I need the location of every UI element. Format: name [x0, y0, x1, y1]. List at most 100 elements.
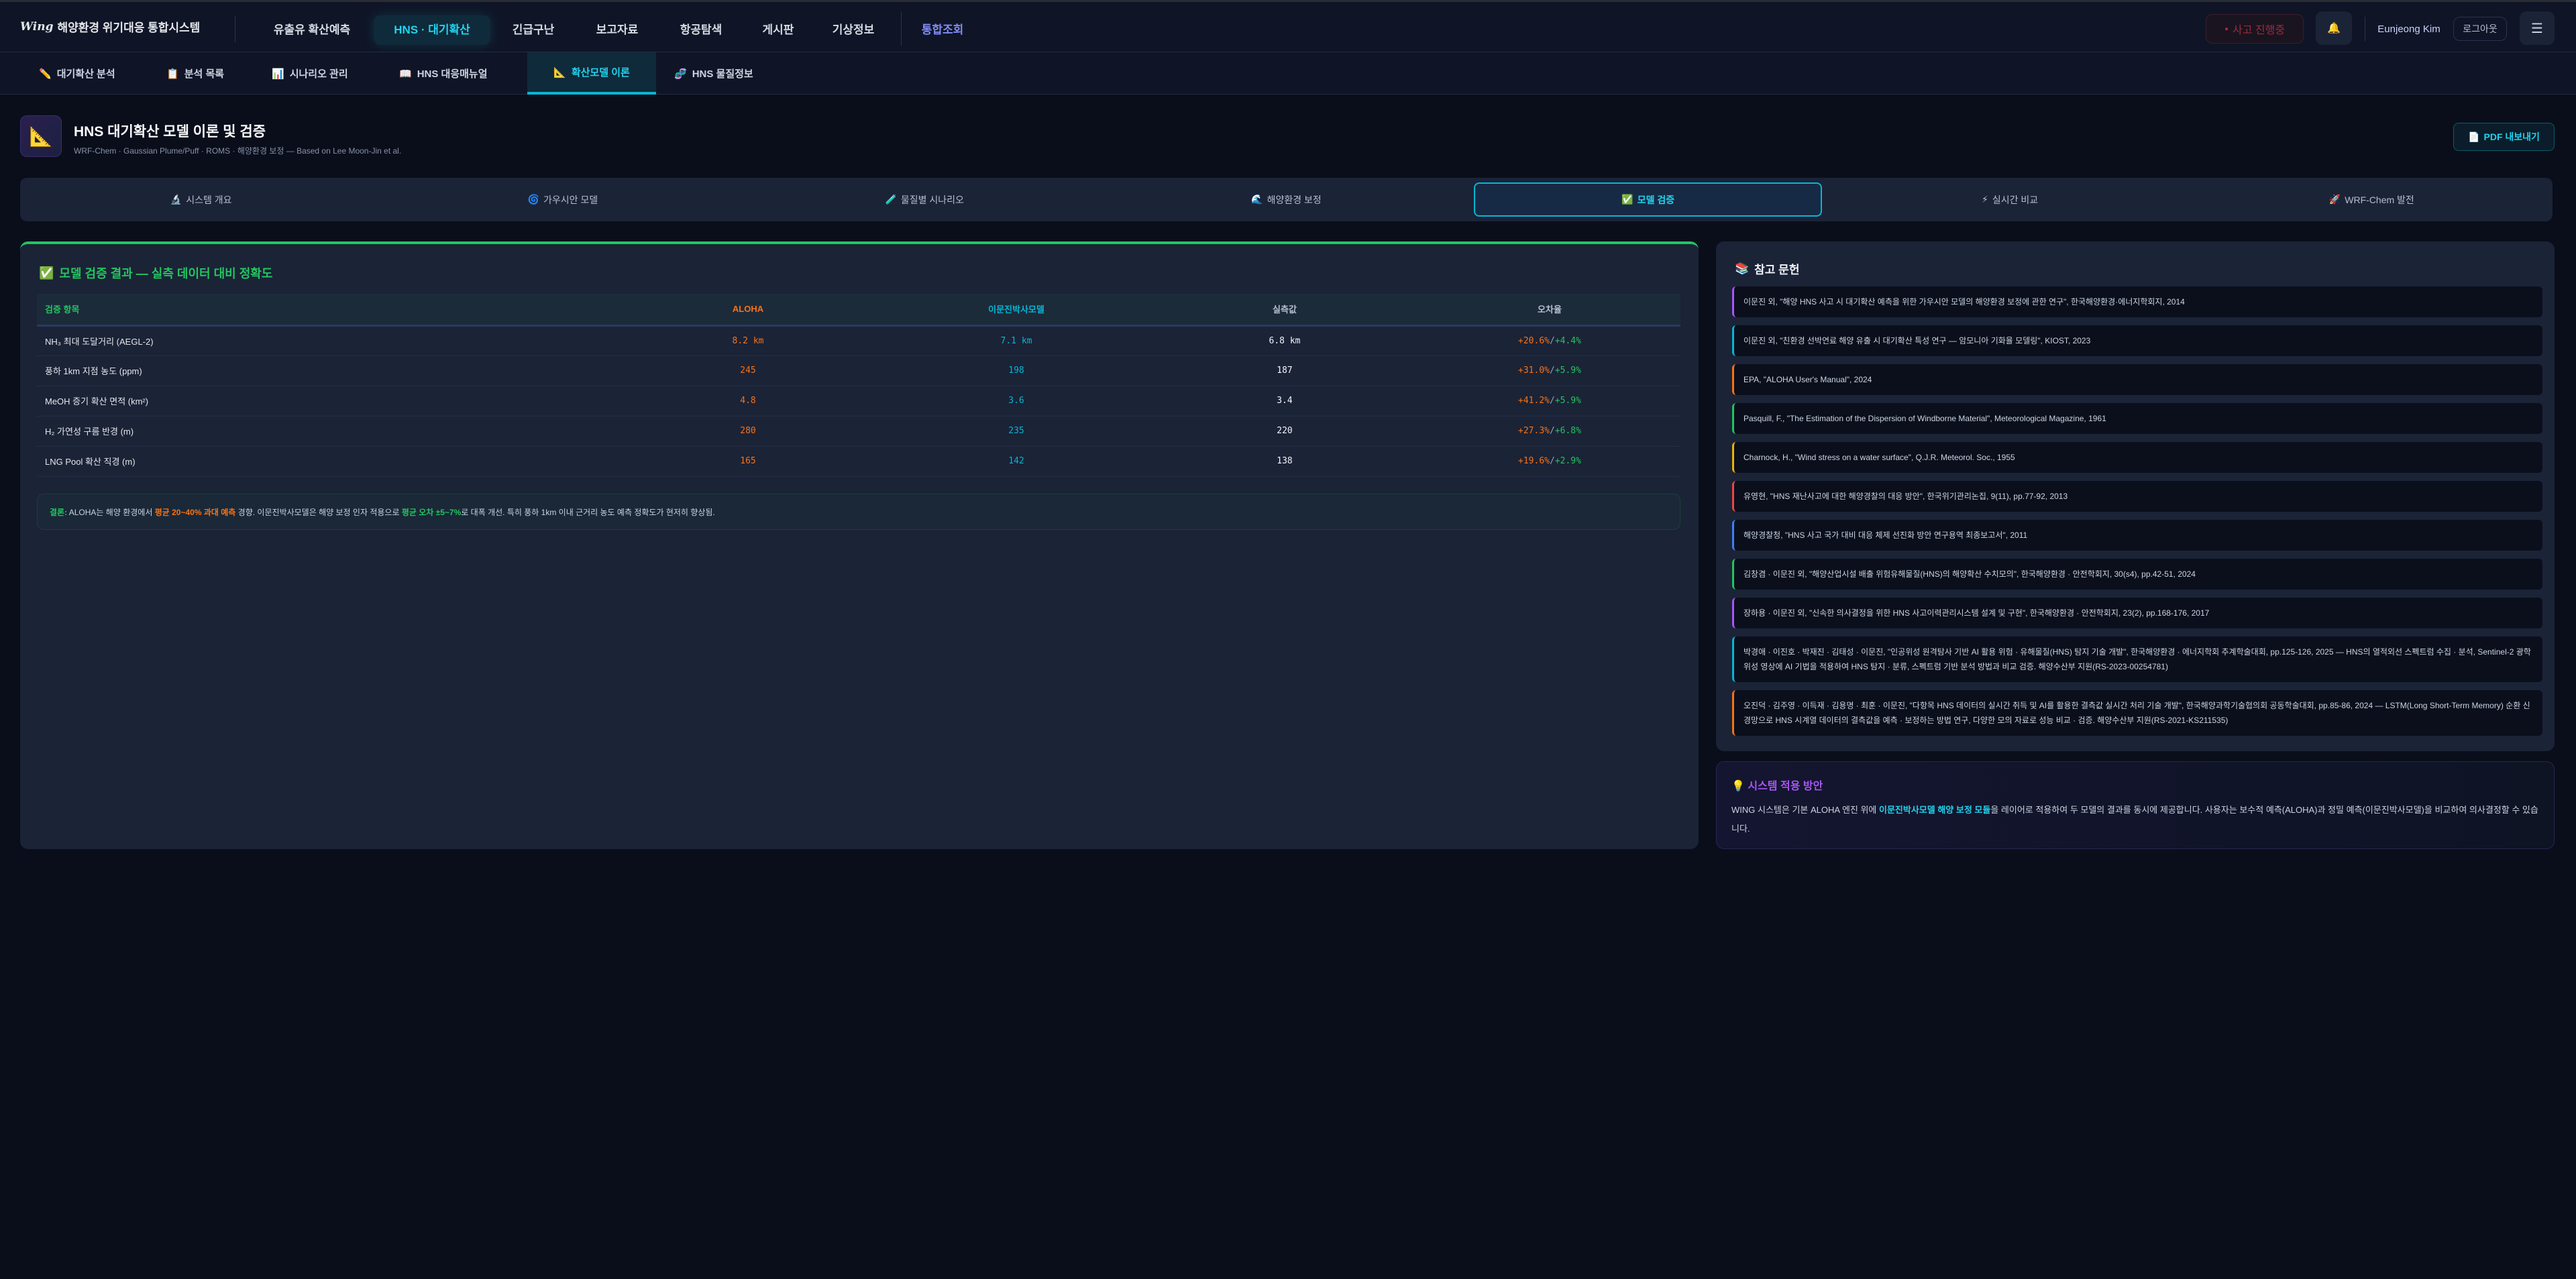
validation-title: ✅ 모델 검증 결과 — 실측 데이터 대비 정확도 — [39, 266, 273, 281]
subnav-atmos-analysis[interactable]: ✏️ 대기확산 분석 — [39, 68, 115, 80]
cell-lee: 142 — [882, 446, 1150, 477]
table-row: LNG Pool 확산 직경 (m) 165 142 138 +19.6%/+2… — [37, 446, 1680, 477]
reference-item: EPA, "ALOHA User's Manual", 2024 — [1732, 364, 2542, 395]
col-lee-model: 이문진박사모델 — [882, 294, 1150, 327]
user-name: Eunjeong Kim — [2377, 23, 2440, 35]
subnav-analysis-list[interactable]: 📋 분석 목록 — [166, 68, 225, 80]
app-logo[interactable]: Wing 해양환경 위기대응 통합시스템 — [20, 18, 200, 35]
subnav-manual[interactable]: 📖 HNS 대응매뉴얼 — [399, 68, 488, 80]
tab-validation[interactable]: ✅ 모델 검증 — [1474, 182, 1823, 217]
reference-item: 이문진 외, "해양 HNS 사고 시 대기확산 예측을 위한 가우시안 모델의… — [1732, 286, 2542, 317]
microscope-icon: 🔬 — [170, 194, 182, 205]
books-icon: 📚 — [1735, 262, 1750, 275]
reference-item: 오진덕 · 김주영 · 이득재 · 김용명 · 최훈 · 이문진, "다항목 H… — [1732, 690, 2542, 736]
cell-item: H₂ 가연성 구름 반경 (m) — [37, 416, 614, 447]
tab-realtime[interactable]: ⚡ 실시간 비교 — [1981, 194, 2039, 205]
cell-measured: 187 — [1150, 355, 1419, 386]
col-error: 오차율 — [1419, 294, 1680, 327]
tab-marine-correction[interactable]: 🌊 해양환경 보정 — [1251, 194, 1322, 205]
triangle-ruler-icon: 📐 — [553, 66, 566, 78]
top-nav: Wing 해양환경 위기대응 통합시스템 유출유 확산예측 HNS · 대기확산 … — [0, 0, 2576, 52]
chart-icon: 📊 — [272, 68, 284, 80]
references-title: 📚 참고 문헌 — [1735, 262, 1800, 277]
table-row: MeOH 증기 확산 면적 (km²) 4.8 3.6 3.4 +41.2%/+… — [37, 386, 1680, 416]
cell-lee: 7.1 km — [882, 325, 1150, 356]
tab-wrf-chem[interactable]: 🚀 WRF-Chem 발전 — [2328, 194, 2414, 205]
cell-item: NH₃ 최대 도달거리 (AEGL-2) — [37, 325, 614, 356]
cyclone-icon: 🌀 — [527, 194, 540, 205]
check-icon: ✅ — [1621, 194, 1633, 205]
system-application-panel: 💡 시스템 적용 방안 WING 시스템은 기본 ALOHA 엔진 위에 이문진… — [1716, 761, 2555, 849]
pdf-export-button[interactable]: 📄 PDF 내보내기 — [2453, 123, 2555, 151]
section-tabs: 🔬 시스템 개요 🌀 가우시안 모델 🧪 물질별 시나리오 🌊 해양환경 보정 ✅ 모델 … — [20, 178, 2553, 221]
wing-logo-mark: Wing — [20, 19, 54, 34]
sub-nav: ✏️ 대기확산 분석 📋 분석 목록 📊 시나리오 관리 📖 HNS 대응매뉴얼 📐 확산… — [0, 52, 2576, 95]
cell-error: +41.2%/+5.9% — [1419, 386, 1680, 416]
cell-item: 풍하 1km 지점 농도 (ppm) — [37, 355, 614, 386]
cell-aloha: 8.2 km — [614, 325, 882, 356]
system-text: WING 시스템은 기본 ALOHA 엔진 위에 이문진박사모델 해양 보정 모… — [1731, 805, 2538, 834]
cell-measured: 6.8 km — [1150, 325, 1419, 356]
clipboard-icon: 📋 — [166, 68, 179, 80]
nav-integrated[interactable]: 통합조회 — [921, 23, 964, 36]
tab-gaussian[interactable]: 🌀 가우시안 모델 — [527, 194, 598, 205]
triangle-ruler-icon: 📐 — [20, 115, 62, 157]
reference-item: Charnock, H., "Wind stress on a water su… — [1732, 442, 2542, 473]
book-icon: 📖 — [399, 68, 412, 80]
nav-hns[interactable]: HNS · 대기확산 — [374, 15, 490, 45]
tab-scenarios[interactable]: 🧪 물질별 시나리오 — [885, 194, 964, 205]
cell-error: +20.6%/+4.4% — [1419, 325, 1680, 356]
table-row: NH₃ 최대 도달거리 (AEGL-2) 8.2 km 7.1 km 6.8 k… — [37, 325, 1680, 356]
nav-board[interactable]: 게시판 — [762, 23, 794, 36]
cell-lee: 198 — [882, 355, 1150, 386]
menu-icon[interactable]: ☰ — [2520, 11, 2555, 45]
lightning-icon: ⚡ — [1981, 194, 1988, 205]
subnav-substance-info[interactable]: 🧬 HNS 물질정보 — [674, 68, 753, 80]
subnav-model-theory[interactable]: 📐 확산모델 이론 — [527, 52, 656, 95]
cell-error: +31.0%/+5.9% — [1419, 355, 1680, 386]
reference-item: 장하용 · 이문진 외, "신속한 의사결정을 위한 HNS 사고이력관리시스템… — [1732, 598, 2542, 628]
incident-status-button[interactable]: ● 사고 진행중 — [2206, 14, 2304, 44]
col-item: 검증 항목 — [37, 294, 614, 327]
validation-table: 검증 항목 ALOHA 이문진박사모델 실측값 오차율 NH₃ 최대 도달거리 … — [37, 294, 1680, 477]
wave-icon: 🌊 — [1251, 194, 1263, 205]
validation-panel: ✅ 모델 검증 결과 — 실측 데이터 대비 정확도 검증 항목 ALOHA 이문… — [20, 241, 1699, 849]
reference-list: 이문진 외, "해양 HNS 사고 시 대기확산 예측을 위한 가우시안 모델의… — [1732, 286, 2542, 744]
conclusion-box: 결론: ALOHA는 해양 환경에서 평균 20~40% 과대 예측 경향. 이… — [37, 494, 1680, 530]
cell-measured: 220 — [1150, 416, 1419, 447]
rocket-icon: 🚀 — [2328, 194, 2341, 205]
notification-bell-icon[interactable]: 🔔 — [2316, 11, 2352, 45]
table-row: 풍하 1km 지점 농도 (ppm) 245 198 187 +31.0%/+5… — [37, 355, 1680, 386]
nav-weather[interactable]: 기상정보 — [832, 23, 875, 36]
cell-error: +27.3%/+6.8% — [1419, 416, 1680, 447]
table-row: H₂ 가연성 구름 반경 (m) 280 235 220 +27.3%/+6.8… — [37, 416, 1680, 447]
reference-item: 해양경찰청, "HNS 사고 국가 대비 대응 체제 선진화 방안 연구용역 최… — [1732, 520, 2542, 551]
reference-item: 박경애 · 이진호 · 박재진 · 김태성 · 이문진, "인공위성 원격탐사 … — [1732, 636, 2542, 682]
tab-overview[interactable]: 🔬 시스템 개요 — [170, 194, 232, 205]
reference-item: Pasquill, F., "The Estimation of the Dis… — [1732, 403, 2542, 434]
col-measured: 실측값 — [1150, 294, 1419, 327]
document-icon: 📄 — [2468, 131, 2480, 142]
cell-lee: 235 — [882, 416, 1150, 447]
cell-aloha: 280 — [614, 416, 882, 447]
logout-button[interactable]: 로그아웃 — [2453, 17, 2507, 41]
cell-measured: 138 — [1150, 446, 1419, 477]
nav-rescue[interactable]: 긴급구난 — [512, 23, 555, 36]
app-title: 해양환경 위기대응 통합시스템 — [57, 21, 201, 34]
page-subtitle: WRF-Chem · Gaussian Plume/Puff · ROMS · … — [74, 146, 402, 156]
reference-item: 이문진 외, "친환경 선박연료 해양 유출 시 대기확산 특성 연구 — 암모… — [1732, 325, 2542, 356]
nav-oil-spill[interactable]: 유출유 확산예측 — [273, 23, 351, 36]
nav-aerial[interactable]: 항공탐색 — [680, 23, 722, 36]
subnav-scenario[interactable]: 📊 시나리오 관리 — [272, 68, 348, 80]
reference-item: 김창겸 · 이문진 외, "해양산업시설 배출 위험유해물질(HNS)의 해양확… — [1732, 559, 2542, 590]
reference-item: 유영현, "HNS 재난사고에 대한 해양경찰의 대응 방안", 한국위기관리논… — [1732, 481, 2542, 512]
cell-lee: 3.6 — [882, 386, 1150, 416]
cell-item: MeOH 증기 확산 면적 (km²) — [37, 386, 614, 416]
cell-item: LNG Pool 확산 직경 (m) — [37, 446, 614, 477]
dna-icon: 🧬 — [674, 68, 687, 80]
cell-aloha: 245 — [614, 355, 882, 386]
references-panel: 📚 참고 문헌 이문진 외, "해양 HNS 사고 시 대기확산 예측을 위한 가… — [1716, 241, 2555, 751]
divider — [901, 12, 902, 46]
nav-reports[interactable]: 보고자료 — [596, 23, 639, 36]
cell-measured: 3.4 — [1150, 386, 1419, 416]
